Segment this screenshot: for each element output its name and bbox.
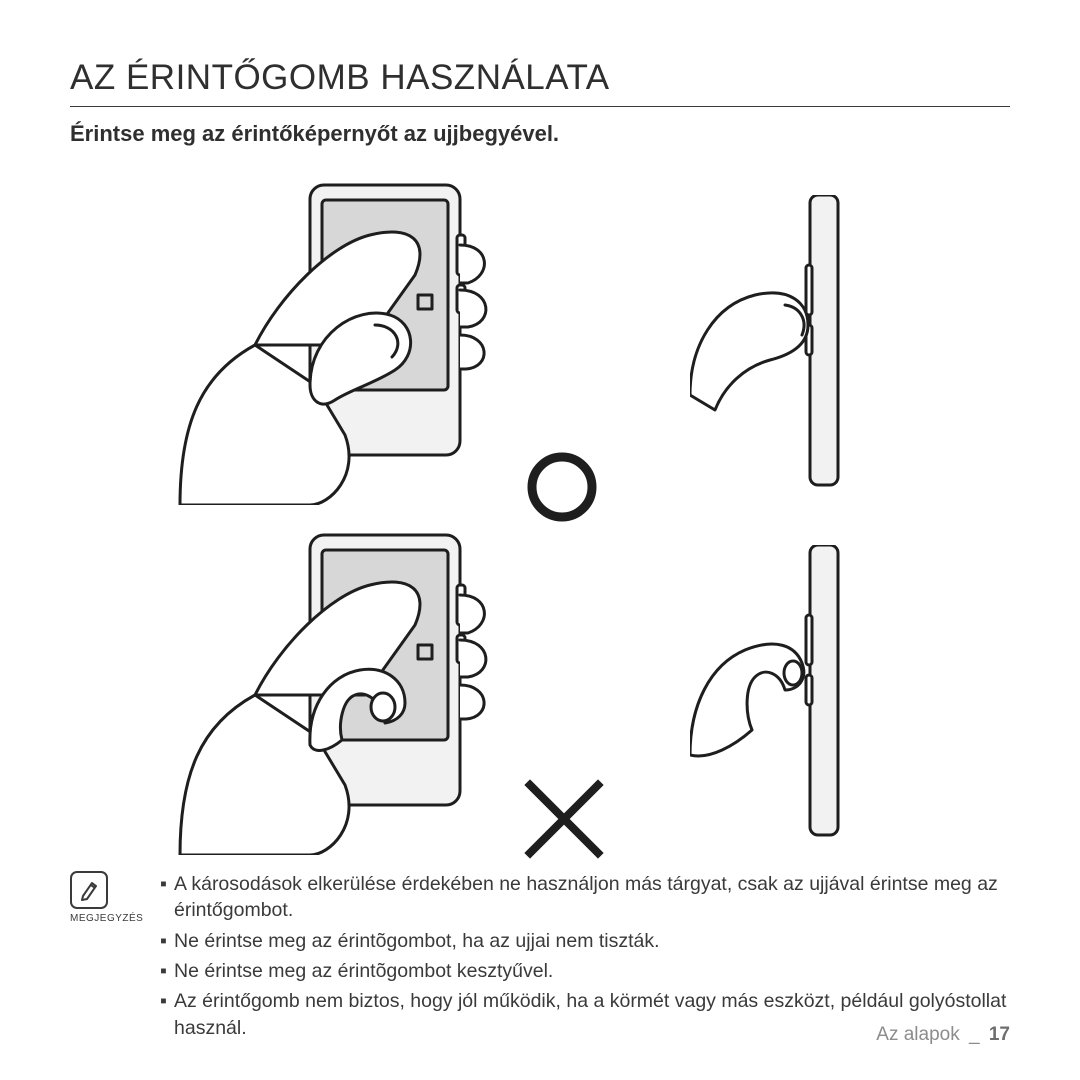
illus-incorrect-side: [690, 545, 870, 845]
illus-correct-front: [160, 175, 500, 505]
note-icon: [70, 871, 108, 909]
footer-page-number: 17: [989, 1024, 1010, 1045]
illus-incorrect-front: [160, 525, 500, 855]
list-item: ▪Ne érintse meg az érintõgombot kesztyűv…: [160, 958, 1010, 984]
page-title: AZ ÉRINTŐGOMB HASZNÁLATA: [70, 58, 1010, 98]
mark-incorrect-icon: [518, 773, 610, 865]
list-item: ▪A károsodások elkerülése érdekében ne h…: [160, 871, 1010, 924]
illustration-area: [70, 175, 1010, 855]
title-rule: [70, 106, 1010, 107]
note-list: ▪A károsodások elkerülése érdekében ne h…: [160, 871, 1010, 1045]
page-subtitle: Érintse meg az érintőképernyőt az ujjbeg…: [70, 121, 1010, 147]
note-block: MEGJEGYZÉS ▪A károsodások elkerülése érd…: [70, 871, 1010, 1045]
list-item: ▪Ne érintse meg az érintõgombot, ha az u…: [160, 928, 1010, 954]
mark-correct-icon: [522, 447, 602, 527]
page-footer: Az alapok _ 17: [876, 1024, 1010, 1046]
note-label: MEGJEGYZÉS: [70, 913, 160, 924]
illus-correct-side: [690, 195, 870, 495]
footer-section: Az alapok: [876, 1024, 959, 1045]
